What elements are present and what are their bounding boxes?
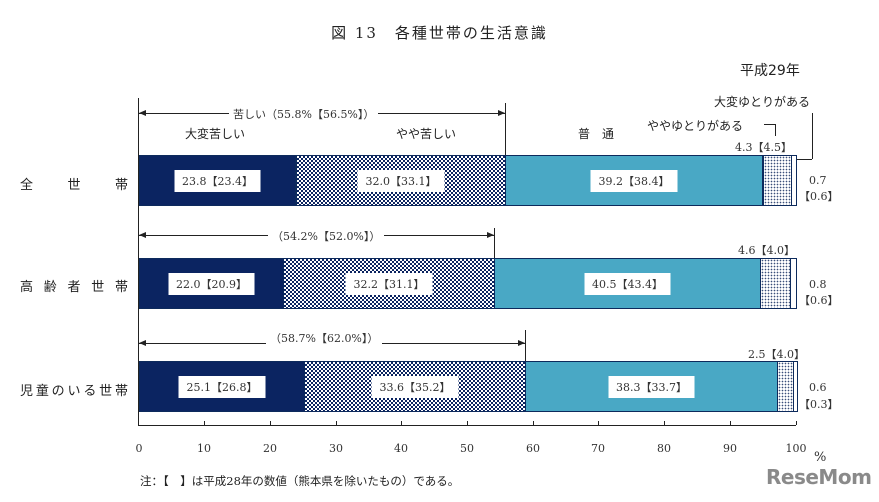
y-axis-line (138, 98, 139, 426)
very-easy-prev-value: 【0.3】 (799, 398, 839, 411)
category-label: 児童のいる世帯 (20, 384, 128, 399)
very-easy-value: 0.8 (809, 278, 827, 291)
bar-segment-somewhat-hard: 33.6【35.2】 (304, 361, 526, 412)
category-label: 全 世 帯 (20, 178, 128, 193)
bar-segment-somewhat-easy (760, 258, 791, 309)
watermark-logo: ReseMom (766, 465, 872, 489)
legend-very-easy: 大変ゆとりがある (714, 95, 811, 109)
legend-somewhat-easy: ややゆとりがある (647, 119, 744, 133)
bracket-label: 苦しい（55.8%【56.5%】） (229, 106, 379, 122)
legend-very-hard: 大変苦しい (185, 127, 246, 141)
chart-title: 図 13 各種世帯の生活意識 (331, 24, 548, 42)
legend-normal: 普 通 (578, 127, 615, 141)
bar-segment-very-hard: 23.8【23.4】 (139, 155, 296, 206)
bar-segment-very-easy (791, 155, 797, 206)
footnote: 注：【 】は平成28年の数値（熊本県を除いたもの）である。 (140, 474, 460, 488)
bar-segment-normal: 40.5【43.4】 (494, 258, 761, 309)
bar-segment-very-easy (790, 258, 797, 309)
legend-somewhat-hard: やや苦しい (396, 127, 457, 141)
somewhat-easy-value: 2.5【4.0】 (748, 348, 805, 361)
bar-segment-normal: 39.2【38.4】 (505, 155, 763, 206)
bracket-label: （54.2%【52.0%】） (268, 228, 385, 244)
bar-segment-somewhat-easy (777, 361, 794, 412)
very-easy-value: 0.7 (809, 174, 827, 187)
bar-segment-very-hard: 22.0【20.9】 (139, 258, 284, 309)
bar-segment-very-hard: 25.1【26.8】 (139, 361, 305, 412)
bar-segment-somewhat-easy (763, 155, 792, 206)
x-axis-line (138, 425, 796, 426)
bar-segment-normal: 38.3【33.7】 (525, 361, 778, 412)
very-easy-value: 0.6 (809, 381, 827, 394)
category-label: 高齢者世帯 (20, 280, 128, 295)
bracket-label: （58.7%【62.0%】） (266, 330, 383, 346)
very-easy-prev-value: 【0.6】 (799, 190, 839, 203)
somewhat-easy-value: 4.3【4.5】 (735, 141, 792, 154)
x-axis-unit: % (814, 450, 827, 465)
very-easy-prev-value: 【0.6】 (799, 294, 839, 307)
bar-segment-somewhat-hard: 32.2【31.1】 (283, 258, 495, 309)
year-label: 平成29年 (740, 63, 800, 79)
somewhat-easy-value: 4.6【4.0】 (738, 244, 795, 257)
bar-segment-very-easy (793, 361, 798, 412)
bar-segment-somewhat-hard: 32.0【33.1】 (296, 155, 506, 206)
